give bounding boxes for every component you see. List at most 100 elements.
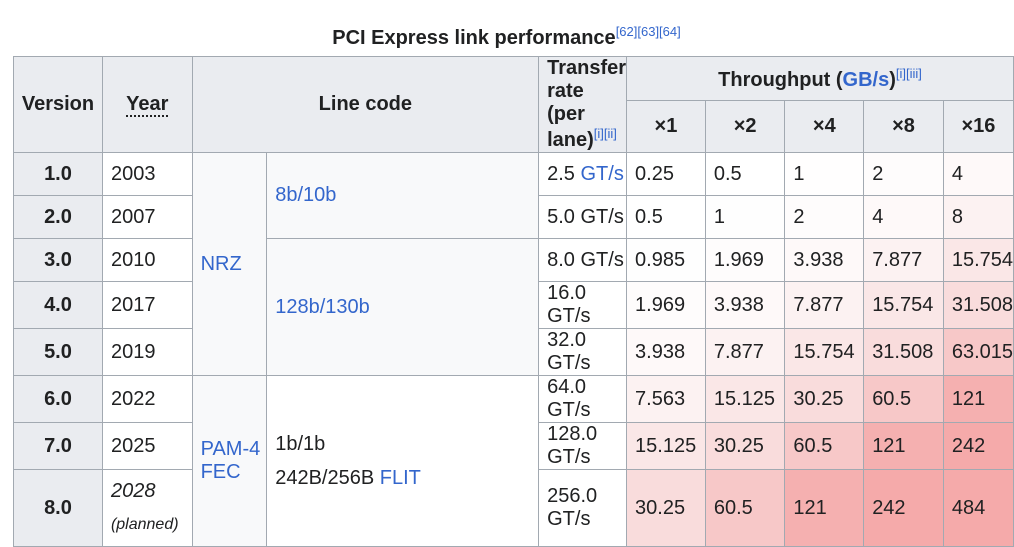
transfer-rate-unit: GT/s xyxy=(547,446,591,468)
year-cell: 2003 xyxy=(101,152,193,196)
pam4-link[interactable]: PAM-4 xyxy=(200,438,261,460)
throughput-x8-cell: 242 xyxy=(863,469,944,547)
throughput-x8-cell: 31.508 xyxy=(863,328,944,376)
header-lane-x1: ×1 xyxy=(626,100,706,153)
line-code-128b130b-cell: 128b/130b xyxy=(266,238,540,376)
throughput-x1-cell: 7.563 xyxy=(626,375,706,423)
throughput-x2-cell: 60.5 xyxy=(704,469,786,547)
throughput-x4-cell: 2 xyxy=(784,195,865,239)
throughput-x4-cell: 3.938 xyxy=(784,238,865,282)
header-lane-x16: ×16 xyxy=(942,100,1014,153)
nrz-link[interactable]: NRZ xyxy=(200,252,242,275)
pcie-performance-table: Version Year Line code Transfer rate (per… xyxy=(13,55,1014,547)
throughput-x8-cell: 15.754 xyxy=(863,281,944,329)
throughput-x8-cell: 60.5 xyxy=(863,375,944,423)
throughput-x2-cell: 15.125 xyxy=(704,375,786,423)
throughput-x16-cell: 4 xyxy=(942,152,1014,196)
header-lane-x2: ×2 xyxy=(704,100,786,153)
table-row: 1.0 2003 NRZ 8b/10b 2.5 GT/s 0.25 0.5 1 … xyxy=(13,152,1014,376)
year-cell: 2010 xyxy=(101,238,193,282)
header-transfer-rate-line2: (per lane) xyxy=(547,103,594,151)
throughput-x16-cell: 63.015 xyxy=(942,328,1014,376)
throughput-x16-cell: 31.508 xyxy=(942,281,1014,329)
line-code-flit-cell: 1b/1b 242B/256B FLIT xyxy=(266,375,540,547)
year-cell: 2028 (planned) xyxy=(101,469,193,547)
header-transfer-rate-line1: Transfer rate xyxy=(547,57,627,102)
table-caption: PCI Express link performance[62][63][64] xyxy=(13,24,1000,50)
throughput-x1-cell: 1.969 xyxy=(626,281,706,329)
transfer-rate-unit: GT/s xyxy=(580,248,624,271)
throughput-x1-cell: 0.25 xyxy=(626,152,706,196)
fec-link[interactable]: FEC xyxy=(200,461,241,483)
transfer-rate-cell: 256.0 GT/s xyxy=(538,469,628,547)
transfer-rate-unit: GT/s xyxy=(580,205,624,228)
transfer-rate-cell: 32.0 GT/s xyxy=(538,328,628,376)
throughput-x1-cell: 0.5 xyxy=(626,195,706,239)
throughput-x16-cell: 8 xyxy=(942,195,1014,239)
year-cell: 2017 xyxy=(101,281,193,329)
throughput-x16-cell: 484 xyxy=(942,469,1014,547)
throughput-x2-cell: 3.938 xyxy=(704,281,786,329)
header-throughput-close: ) xyxy=(889,68,896,91)
version-cell: 8.0 xyxy=(13,469,103,547)
transfer-rate-unit: GT/s xyxy=(547,305,591,327)
version-cell: 1.0 xyxy=(13,152,103,196)
version-cell: 2.0 xyxy=(13,195,103,239)
transfer-rate-unit: GT/s xyxy=(547,352,591,374)
header-year: Year xyxy=(101,56,193,153)
8b10b-link[interactable]: 8b/10b xyxy=(275,184,337,206)
throughput-x2-cell: 7.877 xyxy=(704,328,786,376)
throughput-x4-cell: 121 xyxy=(784,469,865,547)
line-code-pam4-cell: PAM-4 FEC xyxy=(191,375,268,547)
transfer-rate-cell: 5.0 GT/s xyxy=(538,195,628,239)
throughput-x1-cell: 3.938 xyxy=(626,328,706,376)
table-row: 2.0 2007 5.0 GT/s 0.5 1 2 4 8 xyxy=(13,195,1014,239)
year-cell: 2019 xyxy=(101,328,193,376)
transfer-rate-value: 8.0 xyxy=(547,248,575,271)
header-lane-x8: ×8 xyxy=(863,100,944,153)
128b130b-link[interactable]: 128b/130b xyxy=(275,295,370,318)
throughput-x2-cell: 1 xyxy=(704,195,786,239)
year-note: (planned) xyxy=(110,516,179,533)
throughput-x8-cell: 7.877 xyxy=(863,238,944,282)
caption-refs[interactable]: [62][63][64] xyxy=(615,24,681,39)
throughput-x16-cell: 242 xyxy=(942,422,1014,470)
header-transfer-rate: Transfer rate (per lane)[i][ii] xyxy=(538,56,628,153)
year-cell: 2025 xyxy=(101,422,193,470)
throughput-x4-cell: 1 xyxy=(784,152,865,196)
header-transfer-rate-refs[interactable]: [i][ii] xyxy=(593,126,617,141)
table-row: 6.0 2022 PAM-4 FEC 1b/1b 242B/256B FLIT 64… xyxy=(13,375,1014,547)
version-cell: 4.0 xyxy=(13,281,103,329)
throughput-x8-cell: 4 xyxy=(863,195,944,239)
header-lane-x4: ×4 xyxy=(784,100,865,153)
year-cell: 2022 xyxy=(101,375,193,423)
version-cell: 5.0 xyxy=(13,328,103,376)
transfer-rate-value: 2.5 xyxy=(547,162,575,185)
header-version: Version xyxy=(13,56,103,153)
header-throughput-label: Throughput ( xyxy=(718,68,843,91)
header-throughput-unit-link[interactable]: GB/s xyxy=(842,68,890,91)
version-cell: 6.0 xyxy=(13,375,103,423)
header-year-label: Year xyxy=(126,93,169,117)
throughput-x8-cell: 121 xyxy=(863,422,944,470)
table-row: 4.0 2017 16.0 GT/s 1.969 3.938 7.877 15.… xyxy=(13,281,1014,329)
transfer-rate-cell: 2.5 GT/s xyxy=(538,152,628,196)
throughput-x1-cell: 0.985 xyxy=(626,238,706,282)
throughput-x16-cell: 15.754 xyxy=(942,238,1014,282)
throughput-x4-cell: 7.877 xyxy=(784,281,865,329)
throughput-x2-cell: 1.969 xyxy=(704,238,786,282)
transfer-rate-value: 256.0 xyxy=(547,485,598,507)
year-value: 2028 xyxy=(110,480,156,502)
transfer-rate-value: 16.0 xyxy=(547,282,587,304)
transfer-rate-value: 32.0 xyxy=(547,329,587,351)
transfer-rate-cell: 128.0 GT/s xyxy=(538,422,628,470)
table-row: 5.0 2019 32.0 GT/s 3.938 7.877 15.754 31… xyxy=(13,328,1014,376)
transfer-rate-value: 128.0 xyxy=(547,423,598,445)
gt-per-s-link[interactable]: GT/s xyxy=(580,162,624,185)
header-throughput-refs[interactable]: [i][iii] xyxy=(895,65,922,81)
throughput-x4-cell: 30.25 xyxy=(784,375,865,423)
table-row: 3.0 2010 128b/130b 8.0 GT/s 0.985 1.969 … xyxy=(13,238,1014,376)
flit-link[interactable]: FLIT xyxy=(379,467,421,489)
year-cell: 2007 xyxy=(101,195,193,239)
throughput-x4-cell: 15.754 xyxy=(784,328,865,376)
